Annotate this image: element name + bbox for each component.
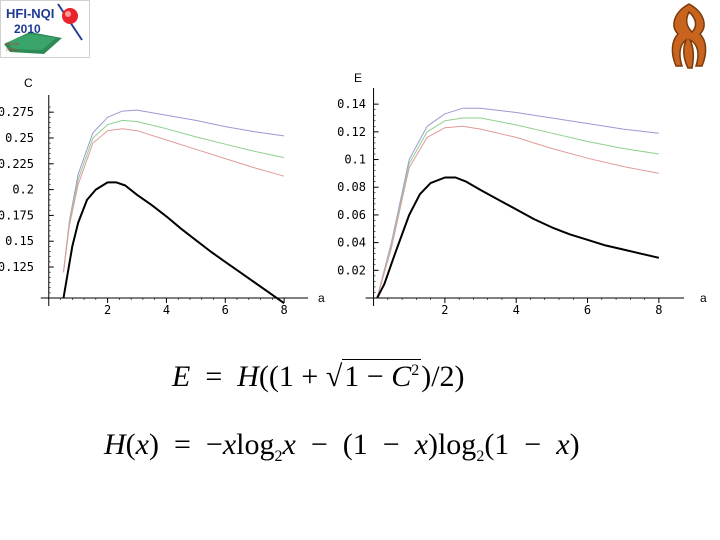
y-tick-label: 0.275	[0, 105, 34, 119]
x-axis-label: a	[318, 291, 325, 305]
green-series-line	[63, 119, 285, 273]
y-tick-label: 0.14	[337, 97, 366, 111]
formula-entanglement: E = H((1 + √1 − C2)/2)	[172, 359, 465, 393]
x-tick-label: 6	[584, 303, 591, 317]
black-series-line	[376, 176, 660, 299]
y-tick-label: 0.12	[337, 125, 366, 139]
conference-logo: HFI-NQI 2010 BOLDE CERN	[0, 0, 90, 58]
y-tick-label: 0.06	[337, 208, 366, 222]
blue-series-line	[376, 107, 659, 299]
blue-series-line	[63, 109, 285, 273]
logo-small-1: BOLDE	[6, 41, 20, 46]
x-tick-label: 2	[104, 303, 111, 317]
red-series-line	[376, 125, 659, 299]
green-series-line	[376, 117, 659, 299]
logo-title: HFI-NQI	[6, 6, 54, 21]
y-tick-label: 0.25	[5, 131, 34, 145]
x-tick-label: 2	[441, 303, 448, 317]
y-tick-label: 0.225	[0, 157, 34, 171]
x-tick-label: 4	[513, 303, 520, 317]
x-axis-label: a	[700, 291, 707, 305]
x-tick-label: 8	[655, 303, 662, 317]
x-tick-label: 4	[163, 303, 170, 317]
y-tick-label: 0.15	[5, 234, 34, 248]
y-tick-label: 0.08	[337, 180, 366, 194]
y-tick-label: 0.125	[0, 260, 34, 274]
formula-binary-entropy: H(x) = −xlog2x − (1 − x)log2(1 − x)	[104, 428, 580, 465]
y-tick-label: 0.1	[344, 153, 366, 167]
x-tick-label: 6	[222, 303, 229, 317]
chart-entanglement: 0.02 0.04 0.06 0.08 0.1 0.12 0.14 2 4 6 8 E a	[337, 71, 707, 317]
y-axis-label: E	[354, 71, 362, 85]
y-tick-label: 0.04	[337, 236, 366, 250]
red-series-line	[63, 128, 285, 273]
x-tick-label: 8	[280, 303, 287, 317]
y-axis-label: C	[24, 76, 33, 90]
logo-year: 2010	[14, 22, 41, 36]
chart-concurrence: 0.125 0.15 0.175 0.2 0.225 0.25 0.275 2 4 6 8 C a	[0, 76, 325, 317]
university-emblem	[664, 0, 714, 72]
logo-small-2: CERN	[6, 47, 17, 52]
y-tick-label: 0.175	[0, 208, 34, 222]
y-tick-label: 0.02	[337, 263, 366, 277]
y-tick-label: 0.2	[12, 183, 34, 197]
black-series-line	[62, 181, 285, 305]
